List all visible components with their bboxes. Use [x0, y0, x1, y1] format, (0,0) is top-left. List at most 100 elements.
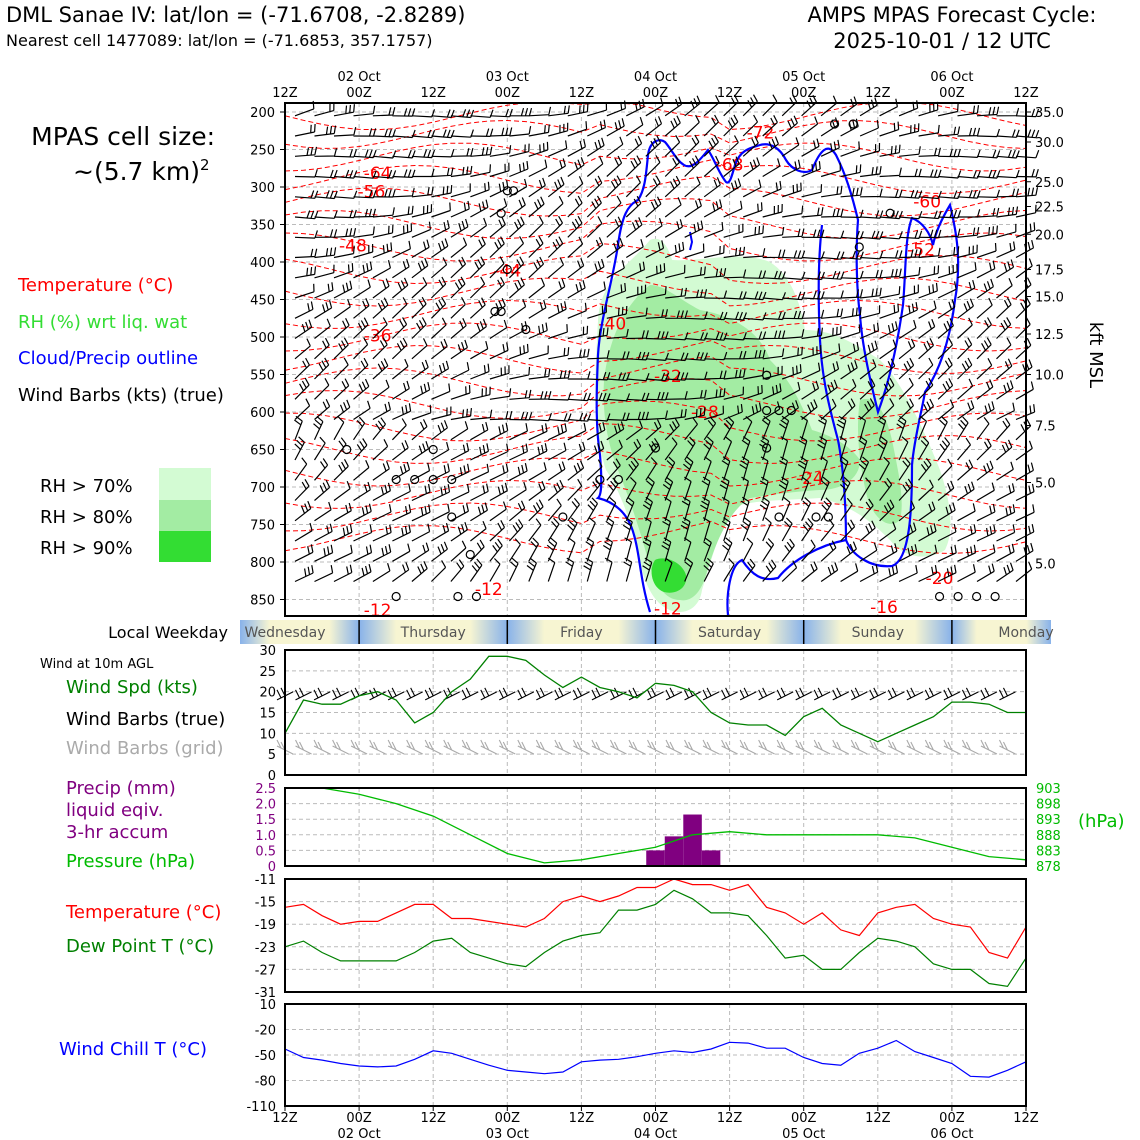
wind-barb — [840, 306, 862, 319]
wind-barb — [353, 105, 376, 117]
y-tick-label: -20 — [255, 1024, 276, 1039]
wind-barb — [314, 357, 330, 380]
wind-barb — [741, 476, 749, 501]
bottom-date-label: 06 Oct — [930, 1127, 973, 1140]
panel-frame — [284, 649, 1027, 776]
wind-barb — [470, 363, 490, 380]
wind-barb — [976, 260, 996, 279]
wind-barb — [782, 205, 804, 218]
wind-barb — [898, 319, 917, 340]
wind-barb — [937, 458, 953, 481]
wind-barb — [353, 357, 369, 380]
surface-wind-barb — [554, 687, 572, 701]
wind-barb — [528, 236, 544, 258]
wind-barb — [509, 143, 530, 157]
wind-barb — [723, 368, 746, 380]
wind-barb — [684, 436, 696, 461]
wind-barb — [509, 125, 532, 137]
wind-barb — [314, 102, 335, 117]
grid-wind-barb — [332, 739, 349, 755]
wind-barb — [723, 558, 735, 582]
calm-wind-marker — [650, 443, 661, 453]
wind-barb — [957, 337, 973, 360]
wind-barb — [333, 169, 358, 179]
top-tick-label: 12Z — [717, 86, 743, 101]
legend-cloud: Cloud/Precip outline — [18, 348, 198, 369]
grid-wind-barb — [628, 739, 646, 755]
wind-barb — [703, 199, 723, 218]
wind-barb — [431, 238, 449, 258]
wind-barb — [859, 359, 877, 380]
wind-barb — [411, 338, 428, 360]
wind-barb — [801, 116, 819, 137]
wind-barb — [898, 457, 911, 481]
wind-barb — [313, 415, 324, 441]
wind-barb — [918, 501, 936, 522]
wind-barb — [859, 142, 881, 157]
wind-barb — [333, 502, 352, 522]
wind-barb — [431, 522, 450, 542]
wind-barb — [528, 256, 545, 279]
wind-barb — [996, 543, 1015, 562]
grid-wind-barb — [924, 739, 942, 755]
wind-barb — [801, 345, 822, 360]
wind-barb — [508, 519, 524, 542]
wind-barb — [294, 338, 311, 360]
wind-barb — [684, 243, 705, 259]
wind-barb — [469, 256, 486, 279]
wind-barb — [645, 309, 668, 319]
wind-barb — [624, 537, 633, 562]
wind-barb — [372, 482, 391, 502]
wind-barb — [918, 247, 941, 259]
wind-barb — [1015, 258, 1033, 279]
temperature-contour-label: -36 — [364, 327, 392, 347]
wind-barb — [528, 177, 546, 198]
wind-barb — [840, 141, 860, 157]
wind-barb — [294, 522, 313, 542]
wind-barb — [567, 157, 585, 177]
wind-chill-line — [284, 1039, 1027, 1078]
legend-precip-accum: 3-hr accum — [66, 822, 168, 843]
wind-barb — [294, 398, 311, 420]
wind-barb — [489, 319, 508, 340]
wind-barb — [976, 149, 1001, 159]
wind-barb — [645, 457, 658, 481]
wind-barb — [642, 537, 652, 562]
wind-barb — [411, 404, 432, 421]
wind-barb — [781, 381, 801, 400]
wind-barb — [684, 266, 706, 279]
pressure-axis: 200 250 300 350 400 450 500 550 600 650 700 750 800 8… — [250, 106, 285, 609]
wind-barb — [411, 257, 429, 279]
bottom-date-label: 03 Oct — [486, 1127, 529, 1140]
wind-barb — [625, 135, 643, 157]
height-tick-label: 17.5 — [1035, 264, 1064, 279]
weekday-label: Monday — [998, 625, 1053, 641]
height-tick-label: 15.0 — [1035, 291, 1064, 306]
wind-barb — [740, 496, 750, 521]
surface-wind-barb — [961, 687, 979, 701]
surface-wind-barb — [572, 687, 590, 701]
wind-barb — [509, 321, 528, 340]
wind-barb — [684, 95, 701, 117]
wind-barb — [996, 439, 1013, 461]
pressure-tick-label: 550 — [250, 369, 275, 384]
surface-wind-barb — [795, 687, 812, 701]
weekday-cell — [655, 620, 804, 644]
wind-barb — [996, 149, 1020, 159]
wind-barb — [469, 539, 485, 562]
wind-barb — [314, 564, 334, 583]
wind-barb — [703, 114, 719, 137]
wind-barb — [431, 109, 455, 118]
wind-barb — [976, 544, 996, 562]
wind-barb — [801, 290, 825, 300]
wind-barb — [372, 278, 390, 299]
wind-barb — [353, 544, 373, 562]
wind-barb — [587, 350, 610, 360]
wind-barb — [294, 415, 303, 441]
y-tick-label: 20 — [259, 686, 276, 701]
calm-wind-marker — [971, 591, 982, 602]
wind-barb — [372, 189, 396, 198]
wind-barb — [918, 523, 937, 542]
wind-barb — [721, 496, 730, 521]
wind-barb — [879, 250, 903, 259]
